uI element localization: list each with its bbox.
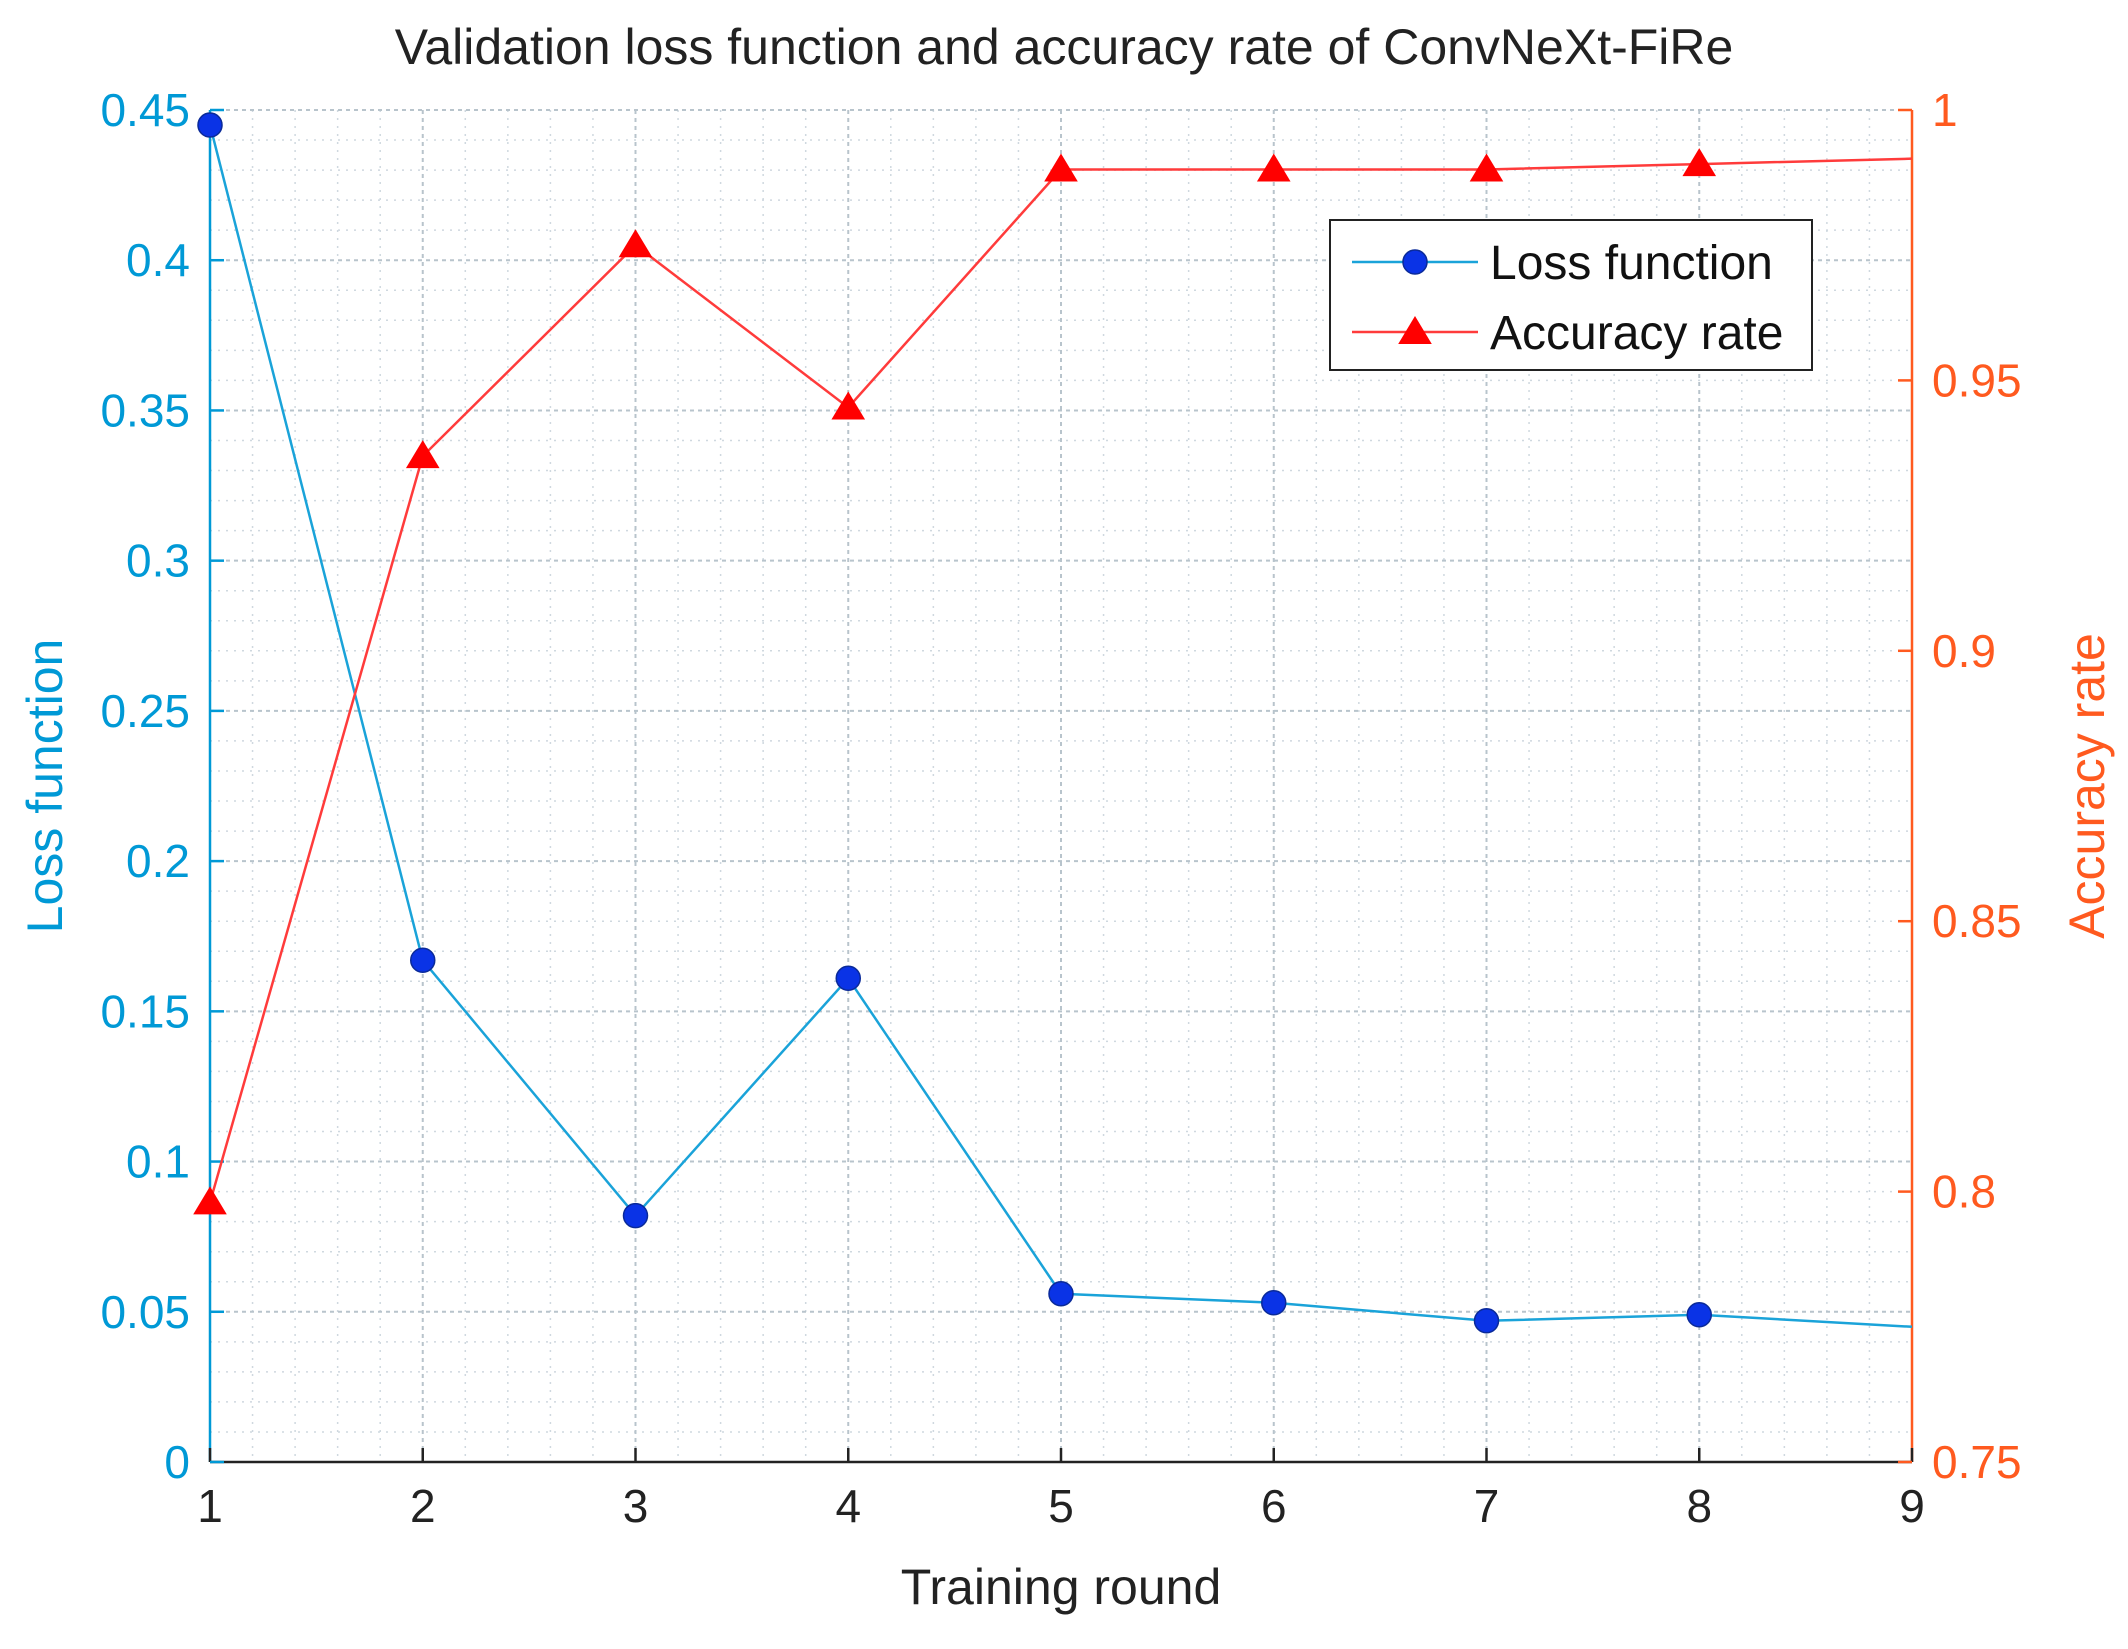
left-y-tick-label: 0.05: [100, 1286, 190, 1338]
legend-entry: Loss function: [1352, 237, 1773, 290]
left-y-tick-label: 0.25: [100, 685, 190, 737]
data-point-circle: [1473, 1308, 1500, 1334]
left-y-tick-label: 0.1: [126, 1136, 190, 1188]
right-y-tick-label: 0.95: [1932, 354, 2022, 406]
legend-entry: Accuracy rate: [1352, 307, 1783, 360]
data-point-triangle: [193, 1186, 227, 1215]
x-tick-label: 2: [410, 1480, 436, 1532]
series-accuracy-rate: [193, 148, 1913, 1215]
x-tick-label: 3: [623, 1480, 649, 1532]
legend-label: Loss function: [1490, 237, 1773, 290]
axes-layer: 1 2 3 4 5 6 7 8 9 0 0.05 0.1 0.15 0.2 0.25 0.3 0.35 0.4 0.…: [17, 84, 2115, 1615]
data-point-triangle: [405, 440, 440, 469]
data-point-circle: [1261, 1290, 1287, 1316]
data-point-circle: [410, 947, 436, 974]
left-y-tick-label: 0.3: [126, 535, 190, 587]
data-point-circle: [1048, 1281, 1074, 1307]
series-loss-function: [197, 112, 1913, 1334]
data-point-circle: [197, 112, 223, 138]
legend-box: [1329, 219, 1813, 371]
right-y-axis-title: Accuracy rate: [2059, 633, 2115, 939]
x-tick-label: 5: [1048, 1480, 1074, 1532]
data-point-triangle: [1256, 153, 1291, 182]
x-tick-label: 8: [1686, 1480, 1712, 1532]
right-y-tick-label: 0.85: [1932, 895, 2022, 947]
legend-label: Accuracy rate: [1490, 307, 1783, 360]
left-y-axis-title: Loss function: [17, 639, 73, 934]
left-y-tick-label: 0.2: [126, 835, 190, 887]
left-y-tick-label: 0.15: [100, 985, 190, 1037]
x-tick-label: 6: [1261, 1480, 1287, 1532]
legend-swatch-triangle: [1398, 316, 1432, 344]
left-y-tick-label: 0.45: [100, 84, 190, 136]
right-y-tick-label: 0.9: [1932, 625, 1996, 677]
legend: Loss function Accuracy rate: [1329, 219, 1813, 371]
data-point-circle: [622, 1202, 649, 1229]
x-axis-title: Training round: [901, 1559, 1222, 1615]
x-tick-label: 7: [1474, 1480, 1500, 1532]
data-point-triangle: [1469, 153, 1504, 182]
x-tick-label: 9: [1899, 1480, 1925, 1532]
data-point-triangle: [1044, 153, 1078, 182]
data-point-circle: [1686, 1302, 1712, 1328]
data-point-circle: [835, 965, 861, 992]
right-y-tick-label: 0.75: [1932, 1436, 2022, 1488]
legend-swatch-circle: [1402, 249, 1428, 275]
data-point-triangle: [618, 229, 653, 258]
data-point-triangle: [831, 391, 866, 420]
series-layer: [193, 112, 1913, 1334]
chart-title: Validation loss function and accuracy ra…: [395, 19, 1734, 75]
right-y-tick-label: 0.8: [1932, 1166, 1996, 1218]
right-y-tick-label: 1: [1932, 84, 1958, 136]
x-tick-label: 1: [197, 1480, 223, 1532]
x-tick-label: 4: [835, 1480, 861, 1532]
left-y-tick-label: 0.4: [126, 234, 190, 286]
data-point-triangle: [1682, 148, 1717, 177]
left-y-tick-label: 0: [164, 1436, 190, 1488]
left-y-tick-label: 0.35: [100, 384, 190, 436]
